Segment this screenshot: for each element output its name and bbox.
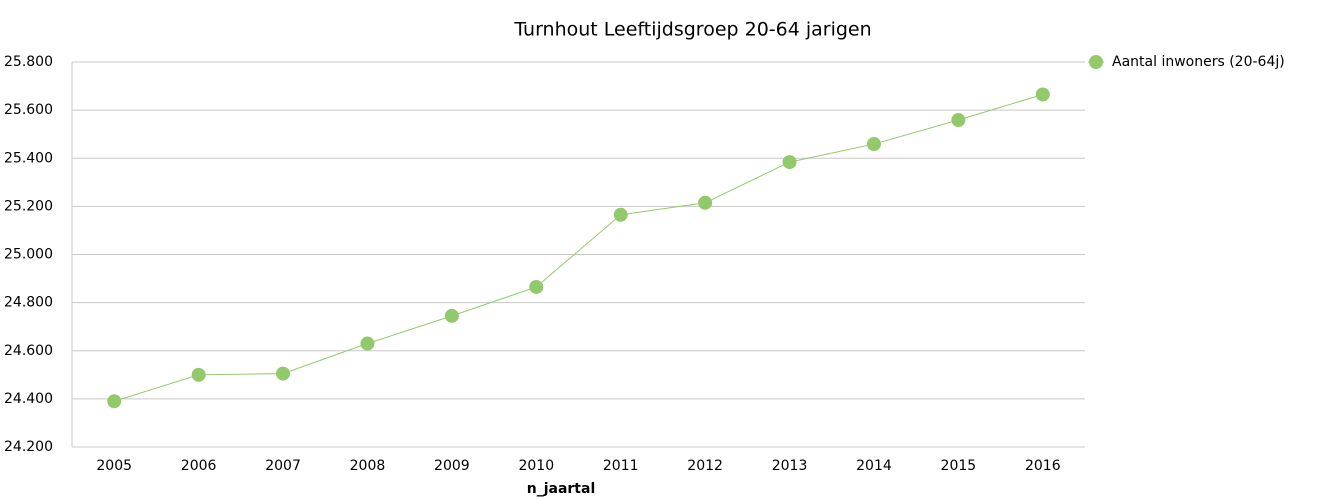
x-tick-label: 2006 xyxy=(181,458,217,474)
marker xyxy=(107,394,122,409)
y-tick-label: 25.800 xyxy=(4,54,53,70)
marker xyxy=(276,366,291,381)
marker xyxy=(782,155,797,170)
x-tick-label: 2009 xyxy=(434,458,470,474)
chart-title: Turnhout Leeftijdsgroep 20-64 jarigen xyxy=(513,19,871,41)
x-tick-label: 2012 xyxy=(687,458,723,474)
marker xyxy=(951,112,966,127)
marker xyxy=(866,137,881,152)
marker xyxy=(1035,87,1050,102)
y-tick-label: 25.000 xyxy=(4,247,53,263)
x-tick-label: 2007 xyxy=(265,458,301,474)
x-tick-label: 2005 xyxy=(96,458,132,474)
marker xyxy=(191,367,206,382)
y-tick-label: 25.400 xyxy=(4,150,53,166)
x-tick-label: 2013 xyxy=(772,458,808,474)
x-axis-label: n_jaartal xyxy=(527,481,596,497)
x-tick-label: 2010 xyxy=(518,458,554,474)
marker xyxy=(444,308,459,323)
x-tick-label: 2016 xyxy=(1025,458,1061,474)
line xyxy=(114,94,1043,402)
y-tick-label: 24.400 xyxy=(4,391,53,407)
y-tick-label: 24.800 xyxy=(4,295,53,311)
x-tick-label: 2011 xyxy=(603,458,639,474)
y-tick-label: 24.200 xyxy=(4,439,53,455)
x-tick-label: 2015 xyxy=(941,458,977,474)
y-tick-label: 25.200 xyxy=(4,198,53,214)
marker xyxy=(529,279,544,294)
legend-label: Aantal inwoners (20-64j) xyxy=(1112,54,1285,70)
x-tick-label: 2014 xyxy=(856,458,892,474)
marker xyxy=(698,195,713,210)
y-tick-label: 24.600 xyxy=(4,343,53,359)
marker xyxy=(360,336,375,351)
y-tick-label: 25.600 xyxy=(4,102,53,118)
x-tick-label: 2008 xyxy=(350,458,386,474)
marker xyxy=(613,207,628,222)
legend-marker xyxy=(1089,55,1103,69)
